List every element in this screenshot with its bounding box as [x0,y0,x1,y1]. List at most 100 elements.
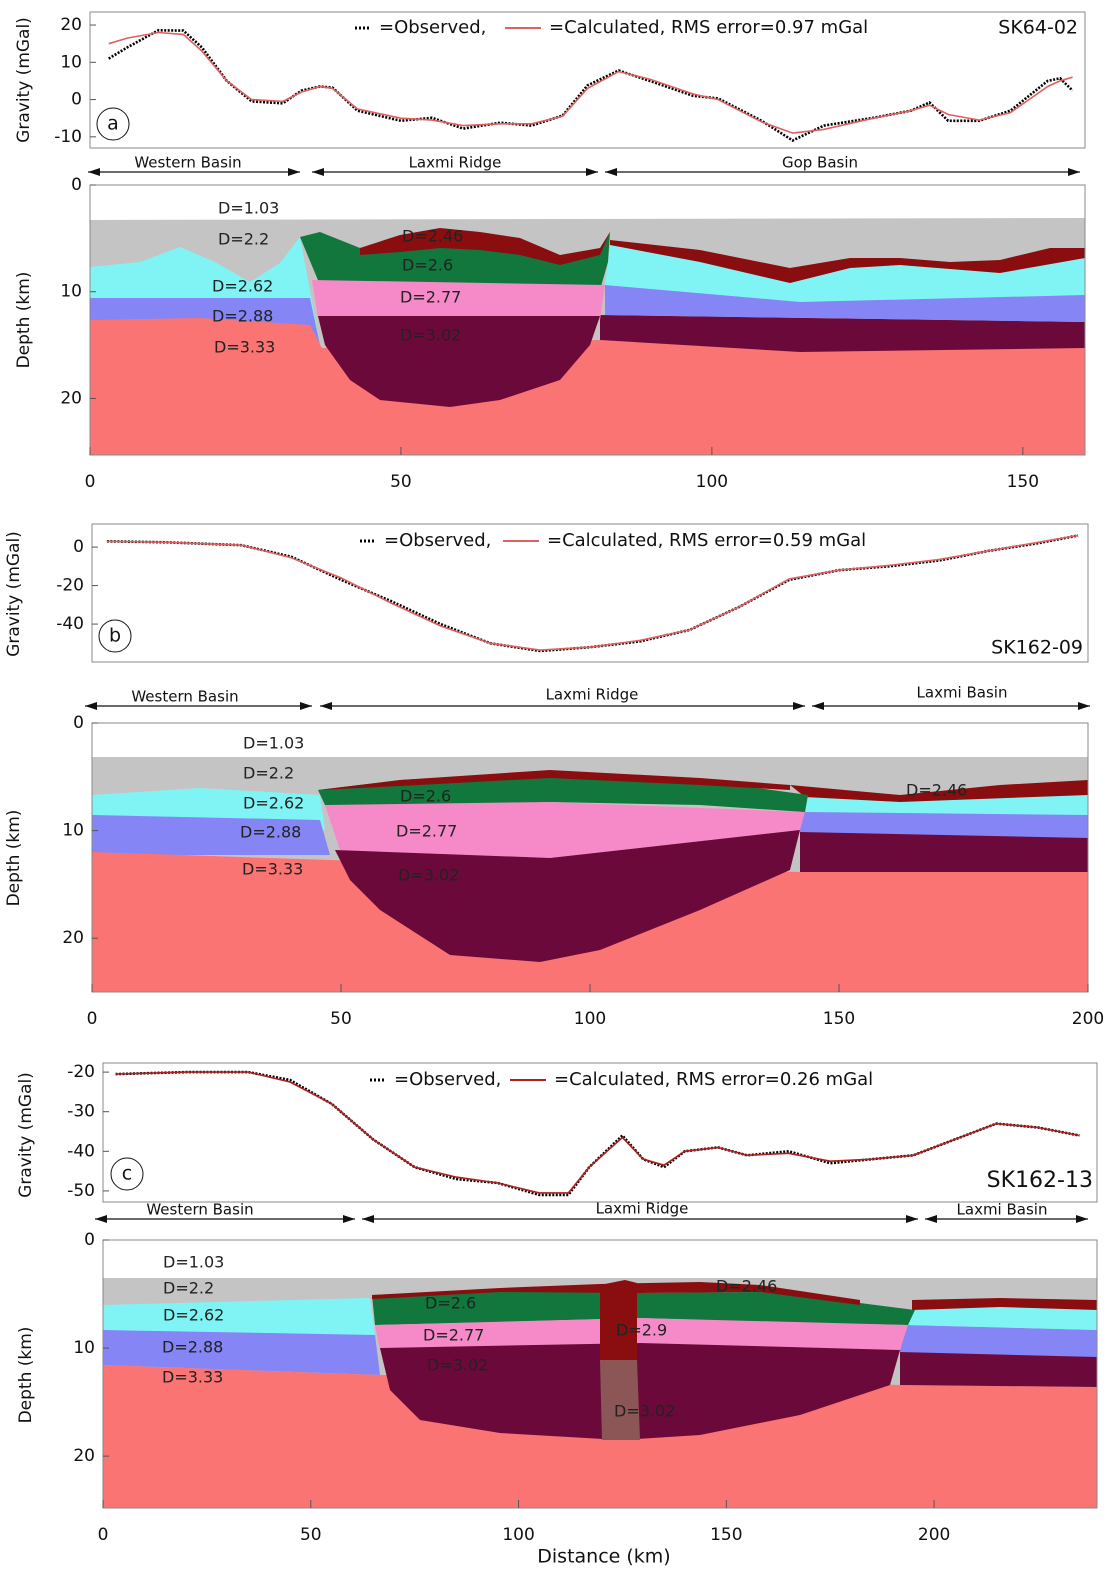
y-tick-label: 0 [84,1230,95,1250]
arrow-head [793,702,805,710]
y-tick-label: -30 [67,1102,95,1122]
y-tick-label: -20 [67,1062,95,1082]
y-tick-label: 20 [60,388,82,408]
profile-label: SK162-09 [991,637,1083,659]
density-label: D=2.46 [716,1277,777,1296]
gravity-chart: Gravity (mGal)-1001020=Observed,=Calcula… [14,12,1085,148]
x-tick-label: 200 [918,1525,950,1545]
y-axis-label: Gravity (mGal) [14,17,34,143]
y-tick-label: 0 [71,90,82,110]
region-label: Laxmi Ridge [409,154,502,172]
density-label: D=2.88 [162,1338,223,1357]
profile-label: SK64-02 [998,17,1078,39]
arrow-head [320,702,332,710]
x-tick-label: 0 [87,1009,98,1029]
density-label: D=2.77 [400,288,461,307]
legend-label: =Calculated, RMS error=0.97 mGal [549,17,868,38]
y-tick-label: 10 [60,282,82,302]
x-tick-label: 200 [1072,1009,1104,1029]
arrow-head [312,168,324,176]
y-tick-label: 10 [73,1338,95,1358]
region-label: Laxmi Ridge [596,1200,689,1218]
region-label: Laxmi Basin [917,684,1008,702]
gravity-line [116,1072,1080,1195]
legend-label: =Observed, [379,17,486,38]
profile-label: SK162-13 [987,1168,1093,1193]
y-tick-label: -40 [56,614,84,634]
y-axis-label: Depth (km) [14,272,34,369]
legend-label: =Observed, [384,530,491,551]
arrow-head [88,168,100,176]
density-label: D=1.03 [218,199,279,218]
legend-label: =Calculated, RMS error=0.26 mGal [554,1069,873,1090]
y-tick-label: 20 [60,15,82,35]
y-axis-label: Depth (km) [16,1327,36,1424]
density-label: D=2.62 [163,1306,224,1325]
density-label: D=3.02 [398,866,459,885]
density-label: D=3.33 [242,860,303,879]
density-label: D=2.6 [425,1294,476,1313]
figure: Gravity (mGal)-1001020=Observed,=Calcula… [0,0,1111,1586]
gravity-line [109,30,1073,140]
x-tick-label: 150 [1007,472,1039,492]
arrow-head [586,168,598,176]
density-label: D=2.62 [243,794,304,813]
panel-letter: c [122,1163,132,1185]
x-tick-label: 100 [696,472,728,492]
x-axis-label: Distance (km) [537,1546,670,1568]
region-label: Western Basin [134,154,241,172]
density-label: D=2.77 [423,1326,484,1345]
density-label: D=2.9 [616,1321,667,1340]
density-label: D=3.02 [427,1356,488,1375]
arrow-head [925,1215,937,1223]
arrow-head [85,702,97,710]
density-label: D=2.46 [906,781,967,800]
y-tick-label: -50 [67,1181,95,1201]
density-label: D=2.6 [400,787,451,806]
density-label: D=2.2 [218,230,269,249]
arrow-head [1076,1215,1088,1223]
x-tick-label: 0 [98,1525,109,1545]
y-axis-label: Gravity (mGal) [4,531,24,657]
arrow-head [1068,168,1080,176]
y-tick-label: -20 [56,576,84,596]
y-tick-label: 0 [73,713,84,733]
gravity-line [107,536,1078,652]
density-label: D=2.77 [396,822,457,841]
y-axis-label: Gravity (mGal) [16,1072,36,1198]
x-tick-label: 100 [502,1525,534,1545]
density-label: D=3.33 [162,1368,223,1387]
region-label: Laxmi Basin [957,1201,1048,1219]
arrow-head [362,1215,374,1223]
y-axis-label: Depth (km) [4,810,24,907]
arrow-head [288,168,300,176]
region-label: Western Basin [131,688,238,706]
density-label: D=2.88 [240,823,301,842]
y-tick-label: 10 [60,52,82,72]
x-tick-label: 50 [330,1009,352,1029]
y-tick-label: 20 [62,928,84,948]
arrow-head [906,1215,918,1223]
density-label: D=2.2 [163,1279,214,1298]
arrow-head [300,702,312,710]
density-label: D=2.2 [243,764,294,783]
x-tick-label: 150 [823,1009,855,1029]
density-label: D=3.02 [614,1402,675,1421]
layer [900,1325,1097,1357]
density-label: D=2.46 [402,227,463,246]
arrow-head [95,1215,107,1223]
arrow-head [343,1215,355,1223]
density-label: D=3.33 [214,338,275,357]
panel-letter: a [107,113,119,135]
x-tick-label: 150 [710,1525,742,1545]
region-label: Western Basin [146,1201,253,1219]
x-tick-label: 50 [300,1525,322,1545]
y-tick-label: 0 [73,537,84,557]
y-tick-label: -40 [67,1141,95,1161]
density-label: D=1.03 [243,734,304,753]
panel-letter: b [109,625,121,647]
legend-label: =Calculated, RMS error=0.59 mGal [547,530,866,551]
region-label: Laxmi Ridge [546,686,639,704]
